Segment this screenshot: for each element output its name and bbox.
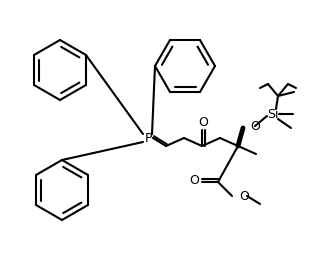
Text: Si: Si [267,107,279,120]
Text: O: O [250,119,260,132]
Text: O: O [189,174,199,187]
Text: O: O [239,189,249,202]
Text: O: O [198,117,208,130]
Text: P: P [144,131,152,144]
